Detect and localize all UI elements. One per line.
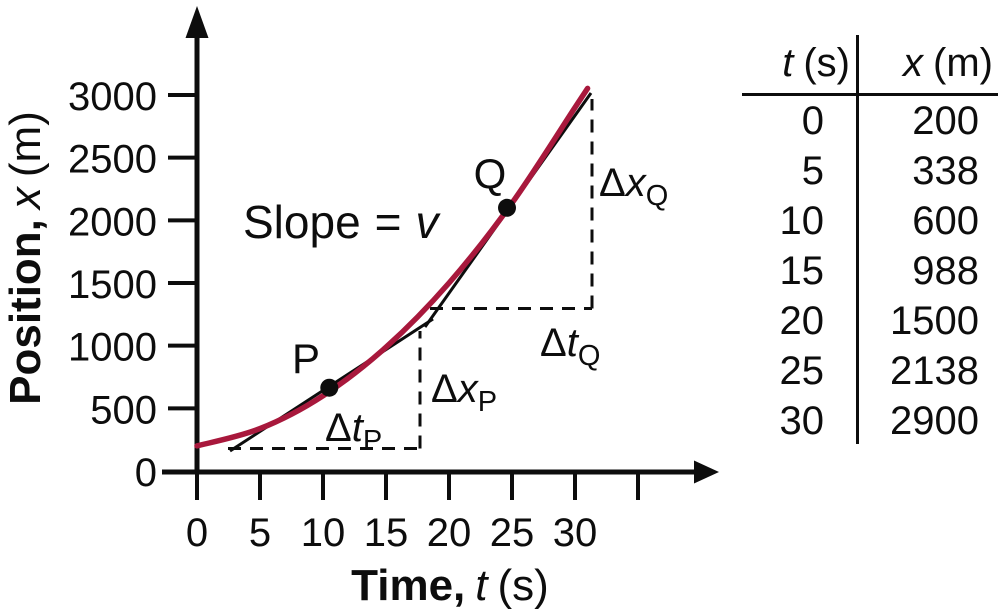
axes <box>162 6 719 484</box>
delta-t-p-label: ΔtP <box>325 406 382 457</box>
cell-t-value: 5 <box>801 149 824 193</box>
x-tick-label: 25 <box>490 511 535 555</box>
x-axis-arrow-icon <box>694 460 719 484</box>
header-x-var: x <box>903 41 924 85</box>
cell-x-value: 2900 <box>890 399 979 443</box>
x-tick-label: 30 <box>553 511 598 555</box>
cell-x-value: 2138 <box>890 349 979 393</box>
cell-t-value: 25 <box>779 349 825 393</box>
cell-t-value: 20 <box>779 299 825 343</box>
cell-t-value: 30 <box>779 399 825 443</box>
delta-x-q-label: ΔxQ <box>599 161 668 212</box>
x-tick-label: 10 <box>301 511 346 555</box>
axis-titles: Time, t (s) Position,x(m) <box>1 111 549 610</box>
delta-t-q-label: ΔtQ <box>540 321 600 372</box>
point-q-label: Q <box>474 150 507 197</box>
tangent-construction <box>228 92 594 453</box>
cell-x-value: 988 <box>912 249 979 293</box>
table-row: 15 988 <box>742 246 998 296</box>
table-body: 0 200 5 338 10 600 15 988 20 1500 25 2138 30 2900 <box>742 96 998 446</box>
x-tick-label: 0 <box>186 511 208 555</box>
data-table: t (s) x (m) 0 200 5 338 10 600 15 988 20 1500 25 2138… <box>742 35 998 446</box>
cell-t-value: 0 <box>801 99 824 143</box>
table-header-t: t (s) <box>742 36 858 93</box>
x-tick-label: 20 <box>427 511 472 555</box>
y-tick-label: 0 <box>135 451 157 495</box>
x-axis-title: Time, t (s) <box>351 561 549 610</box>
curve-layer <box>194 85 591 449</box>
table-row: 20 1500 <box>742 296 998 346</box>
point-p-label: P <box>292 335 320 382</box>
header-t-unit: (s) <box>803 41 850 85</box>
table-header-x: x (m) <box>858 36 998 93</box>
point-p-dot <box>320 378 339 397</box>
cell-t-value: 10 <box>779 199 825 243</box>
table-row: 10 600 <box>742 196 998 246</box>
table-column-divider <box>856 35 859 444</box>
x-tick-label: 5 <box>249 511 271 555</box>
y-axis-title: Position,x(m) <box>1 111 50 405</box>
point-q-dot <box>498 198 516 217</box>
table-row: 0 200 <box>742 96 998 146</box>
cell-x-value: 338 <box>912 149 979 193</box>
table-row: 5 338 <box>742 146 998 196</box>
table-header-row: t (s) x (m) <box>742 36 998 96</box>
cell-x-value: 600 <box>912 199 979 243</box>
table-row: 25 2138 <box>742 346 998 396</box>
y-tick-label: 2500 <box>68 138 157 182</box>
y-tick-label: 1500 <box>68 263 157 307</box>
slope-annotation: Slope = v <box>243 196 442 248</box>
position-curve <box>194 85 591 449</box>
y-tick-label: 500 <box>90 388 157 432</box>
table-row: 30 2900 <box>742 396 998 446</box>
annotations: Slope = v P Q ΔxQ ΔtQ ΔxP ΔtP <box>243 150 668 457</box>
y-tick-label: 1000 <box>68 326 157 370</box>
y-tick-label: 2000 <box>68 200 157 244</box>
cell-t-value: 15 <box>779 249 825 293</box>
header-t-var: t <box>782 41 794 85</box>
delta-x-p-label: ΔxP <box>431 367 497 418</box>
x-tick-label: 15 <box>364 511 409 555</box>
y-axis-arrow-icon <box>185 6 209 38</box>
header-x-unit: (m) <box>933 41 993 85</box>
y-tick-label: 3000 <box>68 75 157 119</box>
cell-x-value: 1500 <box>890 299 979 343</box>
cell-x-value: 200 <box>912 99 979 143</box>
